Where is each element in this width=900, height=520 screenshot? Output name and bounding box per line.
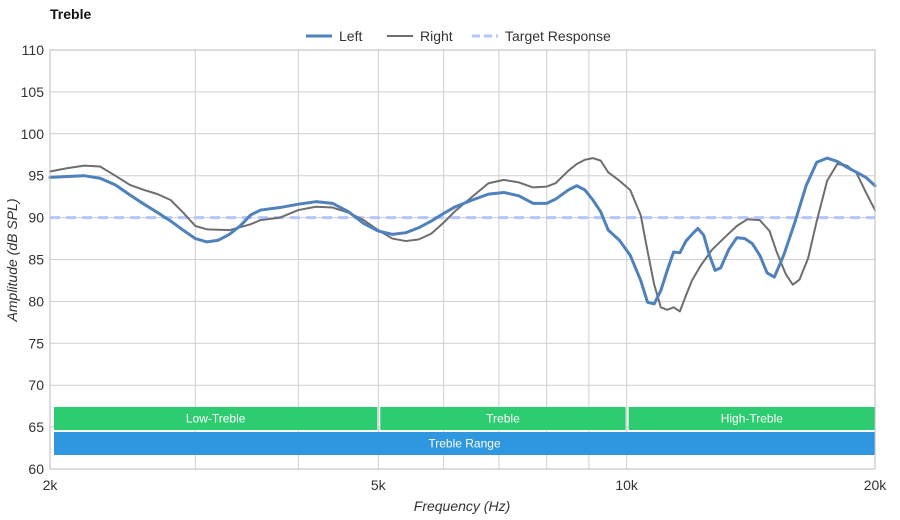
- band-high-treble: [628, 407, 875, 430]
- legend-label-right: Right: [420, 28, 453, 44]
- legend-label-target-response: Target Response: [505, 28, 611, 44]
- y-tick-label: 110: [22, 42, 45, 58]
- y-tick-label: 85: [28, 252, 44, 268]
- y-tick-label: 60: [28, 461, 44, 477]
- y-tick-label: 105: [21, 84, 45, 100]
- y-tick-label: 95: [28, 168, 44, 184]
- band-treble: [380, 407, 626, 430]
- plot-frame: [49, 49, 876, 470]
- y-tick-label: 100: [21, 126, 45, 142]
- chart-title: Treble: [50, 6, 92, 22]
- band-label-treble-range: Treble Range: [428, 437, 501, 451]
- grid: [49, 49, 876, 470]
- series-left-line: [48, 156, 877, 306]
- y-tick-label: 70: [28, 377, 44, 393]
- y-tick-label: 80: [28, 293, 44, 309]
- y-axis-title: Amplitude (dB SPL): [4, 199, 20, 323]
- x-tick-label: 20k: [864, 477, 888, 493]
- band-label-high-treble: High-Treble: [721, 412, 784, 426]
- x-tick-label: 10k: [615, 477, 639, 493]
- range-bands: Low-Treble Treble High-Treble Treble Range: [54, 407, 875, 455]
- series-right-line: [49, 157, 876, 313]
- series-lines: [48, 156, 877, 313]
- x-axis-title: Frequency (Hz): [414, 498, 510, 514]
- axes: 60 65 70 75 80 85 90 95 100 105 110 2k 5k 10k 20k: [21, 42, 888, 493]
- y-tick-label: 75: [28, 335, 44, 351]
- legend-label-left: Left: [339, 28, 362, 44]
- band-low-treble: [54, 407, 378, 430]
- y-tick-label: 65: [28, 419, 44, 435]
- x-tick-label: 5k: [371, 477, 387, 493]
- y-tick-label: 90: [28, 210, 44, 226]
- x-tick-label: 2k: [43, 477, 59, 493]
- band-treble-range: [54, 432, 875, 455]
- band-label-low-treble: Low-Treble: [186, 412, 246, 426]
- band-label-treble: Treble: [486, 412, 520, 426]
- legend: Left Right Target Response: [306, 28, 611, 44]
